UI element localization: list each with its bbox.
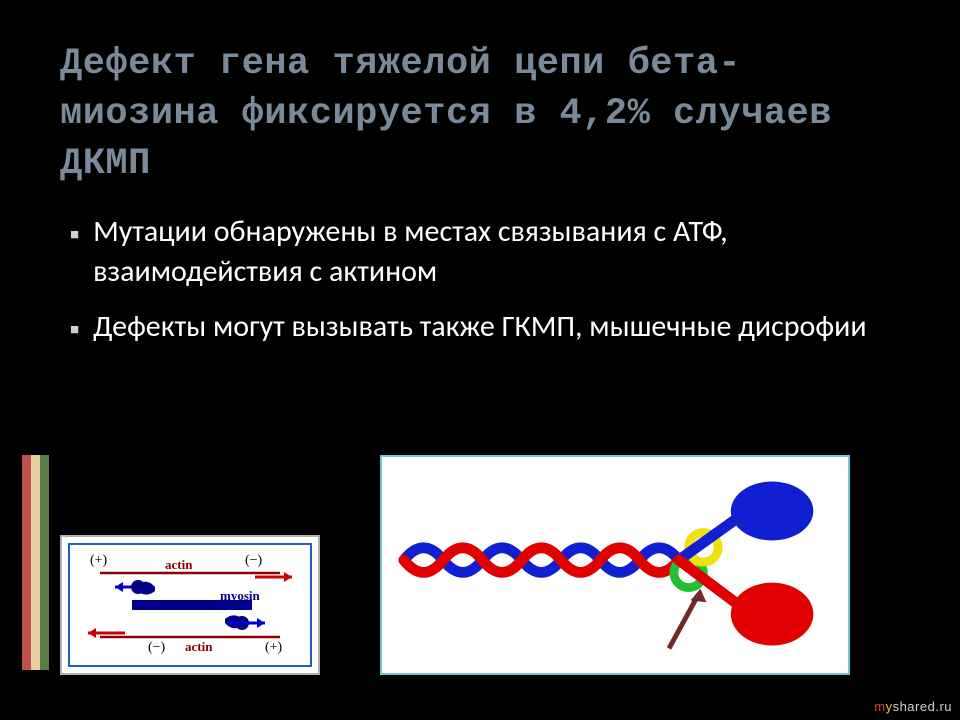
list-item: ■ Дефекты могут вызывать также ГКМП, мыш… <box>70 307 910 348</box>
svg-text:(−): (−) <box>245 553 263 568</box>
accent-bar-green <box>40 455 49 670</box>
myosin-helix-svg <box>382 457 848 673</box>
svg-text:(+): (+) <box>90 553 108 568</box>
accent-bars <box>22 455 49 670</box>
bullet-marker-icon: ■ <box>70 320 79 348</box>
accent-bar-beige <box>31 455 40 670</box>
bullet-text: Мутации обнаружены в местах связывания с… <box>93 212 910 293</box>
svg-text:(−): (−) <box>148 640 166 655</box>
bullet-marker-icon: ■ <box>70 225 79 293</box>
list-item: ■ Мутации обнаружены в местах связывания… <box>70 212 910 293</box>
figure-inner: actin (+) (−) myosin <box>68 543 312 667</box>
figure-actin-myosin-schematic: actin (+) (−) myosin <box>60 535 320 675</box>
svg-text:actin: actin <box>165 557 193 572</box>
accent-bar-red <box>22 455 31 670</box>
svg-text:(+): (+) <box>265 640 283 655</box>
svg-text:actin: actin <box>185 639 213 654</box>
bullet-list: ■ Мутации обнаружены в местах связывания… <box>60 212 910 348</box>
watermark: myshared.ru <box>874 699 952 714</box>
slide-title: Дефект гена тяжелой цепи бета- миозина ф… <box>60 40 910 190</box>
actin-myosin-svg: actin (+) (−) myosin <box>70 545 310 665</box>
svg-text:myosin: myosin <box>220 588 261 603</box>
figure-myosin-helix <box>380 455 850 675</box>
bullet-text: Дефекты могут вызывать также ГКМП, мышеч… <box>93 307 910 348</box>
